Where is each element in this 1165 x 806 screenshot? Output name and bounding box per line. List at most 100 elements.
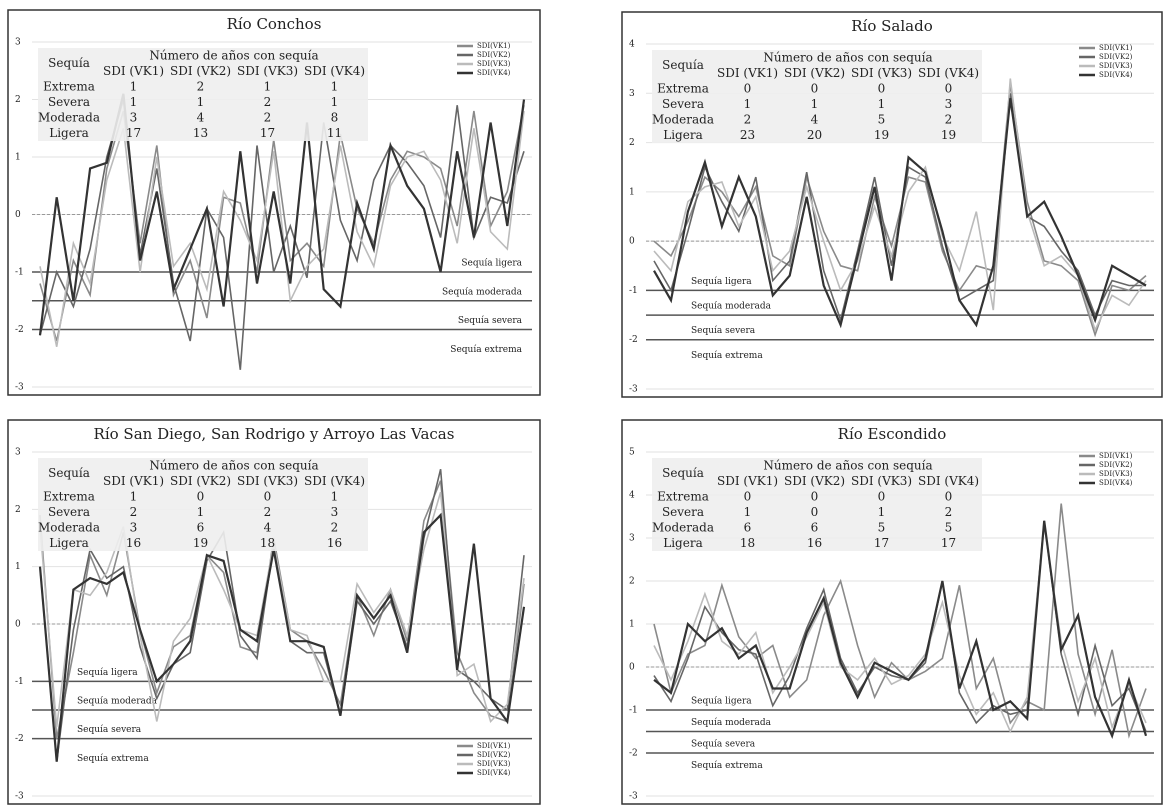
y-tick-label: 0 <box>629 237 635 247</box>
threshold-label: Sequía ligera <box>461 258 522 269</box>
y-tick-label: 0 <box>15 210 21 220</box>
y-tick-label: 3 <box>629 89 635 99</box>
y-tick-label: 4 <box>629 491 635 501</box>
y-tick-label: -1 <box>15 677 24 687</box>
table-cell: 2 <box>331 520 339 534</box>
table-cell: 17 <box>874 536 889 550</box>
table-cell: 6 <box>811 520 819 534</box>
table-cell: 1 <box>331 79 339 93</box>
table-cell: 1 <box>331 489 339 503</box>
table-cell: 3 <box>945 97 953 111</box>
table-row-label: Extrema <box>43 79 95 93</box>
chart-title: Río Salado <box>851 17 932 35</box>
table-row-label: Ligera <box>663 536 702 550</box>
threshold-label: Sequía ligera <box>77 667 138 678</box>
y-tick-label: 1 <box>15 153 21 163</box>
table-row-label: Moderada <box>38 110 100 124</box>
legend-label: SDI(VK2) <box>477 751 511 759</box>
table-cell: 2 <box>197 79 205 93</box>
legend-label: SDI(VK3) <box>477 760 511 768</box>
table-cell: 0 <box>811 489 819 503</box>
table-cell: 4 <box>811 112 819 126</box>
table-column-header: SDI (VK1) <box>103 64 164 78</box>
table-bg <box>38 458 368 551</box>
threshold-label: Sequía moderada <box>77 696 158 707</box>
table-row-header: Sequía <box>48 466 90 480</box>
chart-panel: Río Escondido -3 -2 -1 0 1 2 3 4 5 Sequía ligera Se… <box>621 419 1163 805</box>
table-column-header: SDI (VK3) <box>237 64 298 78</box>
table-cell: 1 <box>744 505 752 519</box>
table-cell: 23 <box>740 128 755 142</box>
chart-title: Río Escondido <box>838 425 947 443</box>
table-row-label: Moderada <box>38 520 100 534</box>
table-column-header: SDI (VK1) <box>717 66 778 80</box>
table-cell: 16 <box>126 536 141 550</box>
y-tick-label: -3 <box>629 385 638 395</box>
y-tick-label: 2 <box>629 577 635 587</box>
table-header: Número de años con sequía <box>149 48 318 62</box>
table-column-header: SDI (VK3) <box>237 474 298 488</box>
table-cell: 2 <box>945 505 953 519</box>
legend-label: SDI(VK2) <box>1099 461 1133 469</box>
legend-label: SDI(VK4) <box>1099 71 1133 79</box>
table-row-label: Extrema <box>657 489 709 503</box>
table-row-label: Severa <box>48 505 90 519</box>
table-cell: 16 <box>807 536 822 550</box>
table-column-header: SDI (VK3) <box>851 66 912 80</box>
y-tick-label: 0 <box>15 620 21 630</box>
data-line <box>653 520 1147 732</box>
table-column-header: SDI (VK2) <box>784 66 845 80</box>
table-column-header: SDI (VK2) <box>170 474 231 488</box>
table-header: Número de años con sequía <box>149 458 318 472</box>
table-cell: 0 <box>744 81 752 95</box>
table-bg <box>652 50 982 143</box>
table-cell: 0 <box>744 489 752 503</box>
legend-label: SDI(VK4) <box>477 69 511 77</box>
table-cell: 1 <box>197 505 205 519</box>
threshold-label: Sequía severa <box>691 325 756 336</box>
table-header: Número de años con sequía <box>763 458 932 472</box>
legend-label: SDI(VK1) <box>477 42 511 50</box>
legend-label: SDI(VK1) <box>477 742 511 750</box>
table-cell: 3 <box>130 110 138 124</box>
table-row-label: Severa <box>662 505 704 519</box>
table-row-label: Moderada <box>652 112 714 126</box>
table-cell: 1 <box>197 95 205 109</box>
table-cell: 3 <box>331 505 339 519</box>
table-cell: 18 <box>260 536 275 550</box>
table-cell: 0 <box>945 81 953 95</box>
table-cell: 2 <box>130 505 138 519</box>
threshold-label: Sequía ligera <box>691 276 752 287</box>
chart-title: Río Conchos <box>227 15 322 33</box>
y-tick-label: -2 <box>629 335 638 345</box>
table-cell: 1 <box>331 95 339 109</box>
threshold-label: Sequía extrema <box>450 344 522 355</box>
table-column-header: SDI (VK4) <box>304 474 365 488</box>
legend-label: SDI(VK1) <box>1099 452 1133 460</box>
table-cell: 1 <box>744 97 752 111</box>
table-cell: 19 <box>941 128 956 142</box>
y-tick-label: -1 <box>629 286 638 296</box>
y-tick-label: -3 <box>15 383 24 393</box>
table-cell: 17 <box>941 536 956 550</box>
chart-panel: Río San Diego, San Rodrigo y Arroyo Las … <box>7 419 541 805</box>
table-column-header: SDI (VK4) <box>918 474 979 488</box>
table-column-header: SDI (VK1) <box>717 474 778 488</box>
table-cell: 1 <box>130 489 138 503</box>
table-row-label: Ligera <box>49 126 88 140</box>
table-cell: 2 <box>945 112 953 126</box>
table-cell: 1 <box>878 505 886 519</box>
table-cell: 6 <box>197 520 205 534</box>
y-tick-label: 0 <box>629 663 635 673</box>
table-cell: 5 <box>878 112 886 126</box>
table-cell: 8 <box>331 110 339 124</box>
y-tick-label: 1 <box>15 562 21 572</box>
chart-panel: Río Conchos -3 -2 -1 0 1 2 3 Sequía ligera Sequía… <box>7 9 541 396</box>
table-cell: 0 <box>264 489 272 503</box>
y-tick-label: 2 <box>629 138 635 148</box>
table-row-header: Sequía <box>662 58 704 72</box>
y-tick-label: -2 <box>629 749 638 759</box>
threshold-label: Sequía moderada <box>691 301 772 312</box>
table-cell: 4 <box>197 110 205 124</box>
